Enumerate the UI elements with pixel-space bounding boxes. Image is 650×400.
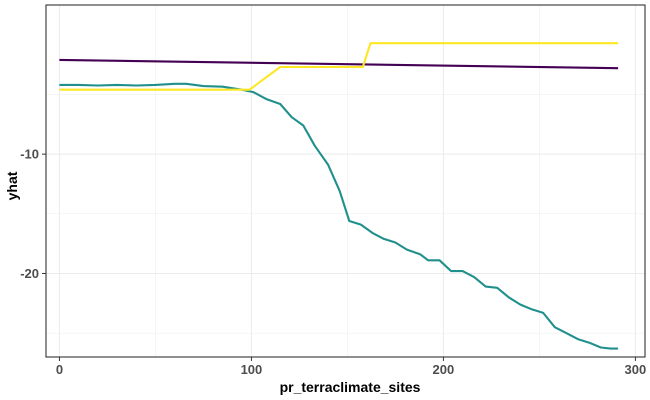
series-line-2 xyxy=(59,82,619,350)
panel-border xyxy=(45,4,646,358)
x-tick-label: 200 xyxy=(433,362,455,377)
series-layer xyxy=(59,42,619,350)
x-tick-label: 100 xyxy=(241,362,263,377)
series-line-1 xyxy=(59,58,619,70)
x-axis-ticks: 0 100 200 300 xyxy=(56,357,646,377)
x-axis-title: pr_terraclimate_sites xyxy=(280,379,421,395)
x-tick-label: 0 xyxy=(56,362,63,377)
y-axis-title: yhat xyxy=(4,171,20,200)
y-tick-label: -10 xyxy=(20,147,39,162)
series-line-3 xyxy=(59,42,619,91)
x-tick-label: 300 xyxy=(625,362,647,377)
y-tick-label: -20 xyxy=(20,266,39,281)
y-axis-ticks: -10 -20 xyxy=(20,147,46,281)
